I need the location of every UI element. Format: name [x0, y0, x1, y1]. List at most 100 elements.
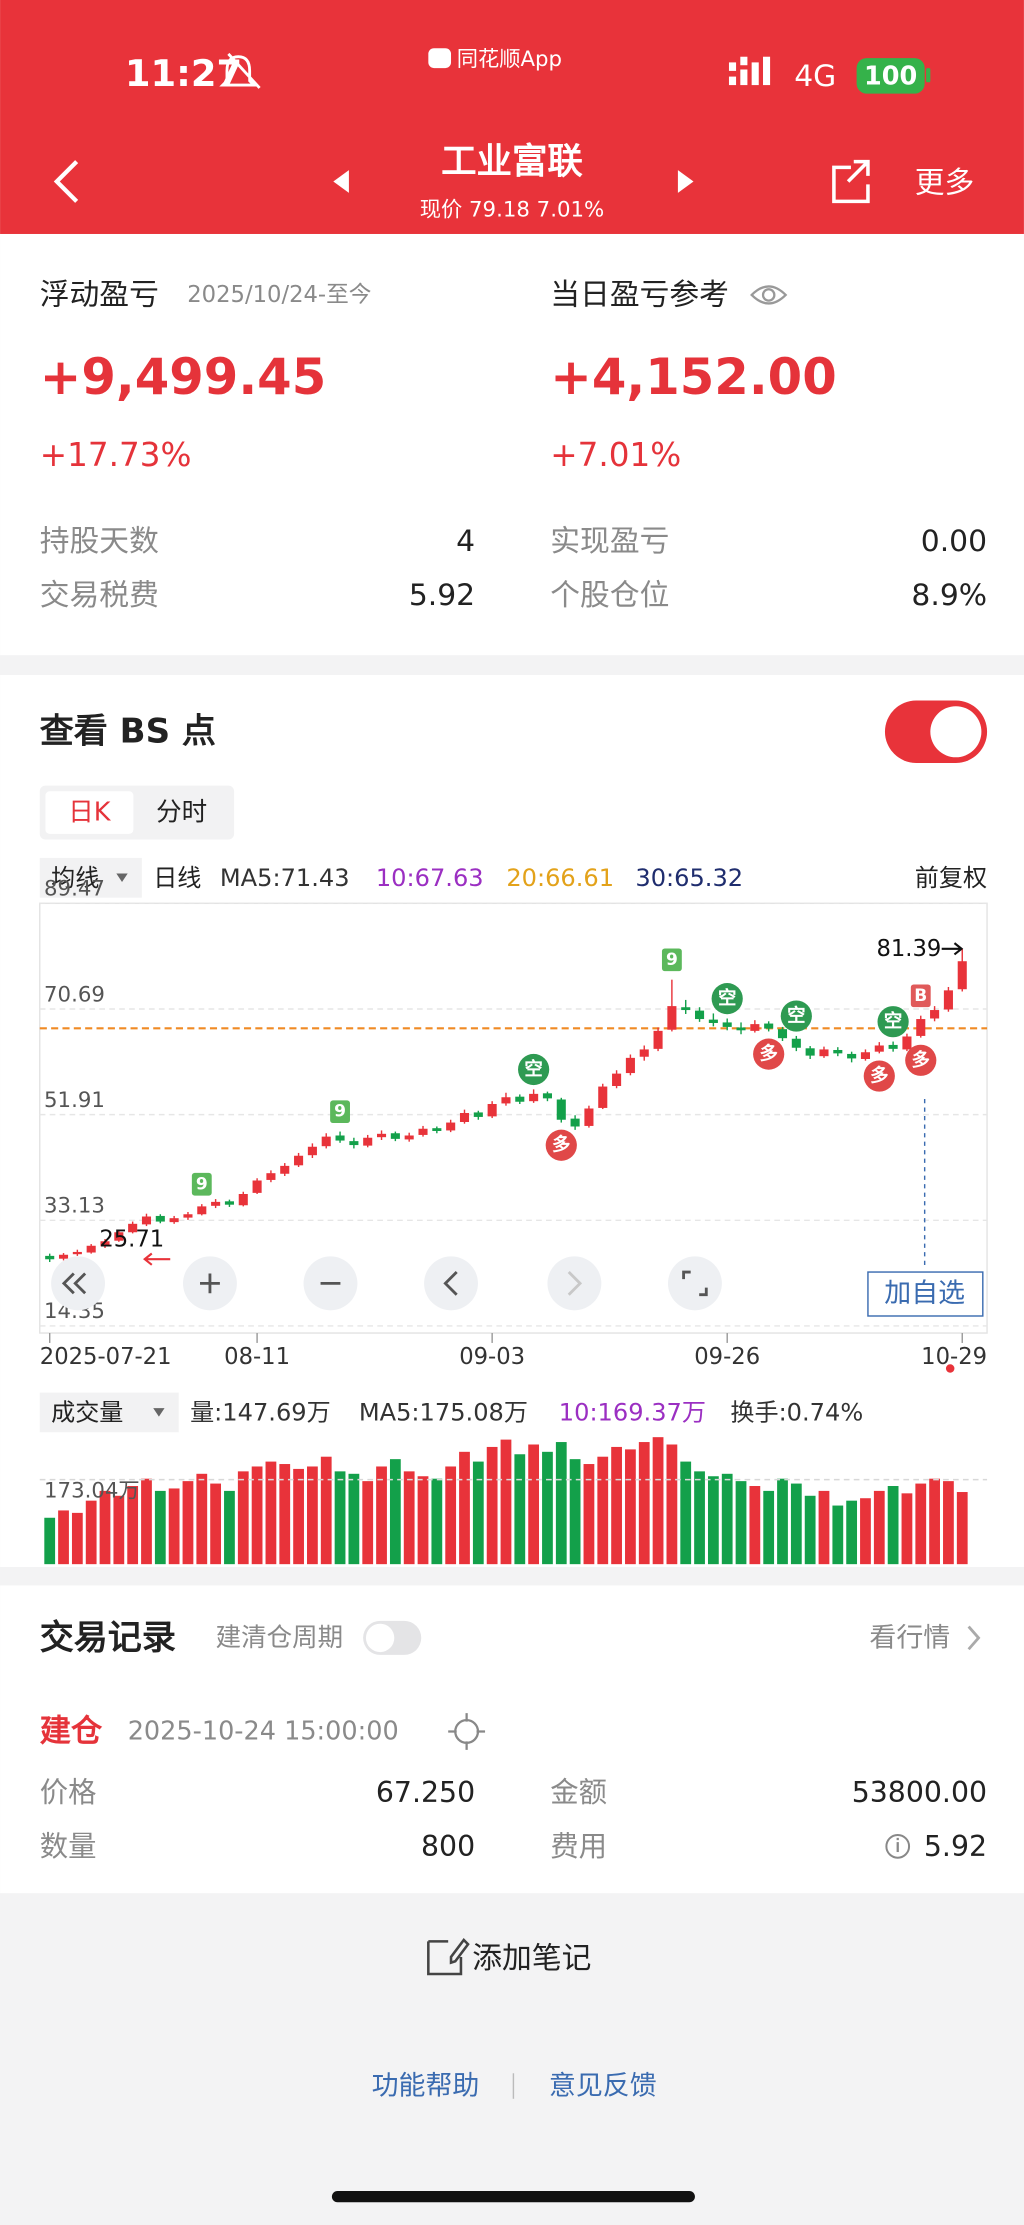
share-button[interactable] [832, 159, 870, 204]
battery [856, 58, 925, 94]
volume-bar [58, 1510, 69, 1565]
market-link[interactable]: 看行情 [869, 1622, 950, 1653]
volume-bar [362, 1481, 374, 1565]
volume-bar [486, 1446, 498, 1565]
stat-value: 5.92 [409, 578, 475, 613]
icon [443, 1271, 458, 1296]
volume-bar [44, 1517, 56, 1565]
volume-bar [638, 1442, 650, 1565]
candle-body [183, 1214, 193, 1218]
stat-label: 持股天数 [40, 524, 159, 559]
candle-body [45, 1255, 55, 1260]
prev-stock[interactable] [333, 170, 349, 193]
scroll-right[interactable] [547, 1256, 602, 1311]
candle-body [874, 1045, 884, 1052]
volume-bar [224, 1490, 235, 1565]
volume-bar [790, 1483, 802, 1565]
volume-bar [279, 1464, 291, 1565]
candle-body [141, 1216, 152, 1225]
fullscreen[interactable] [667, 1256, 722, 1311]
candle-body [529, 1093, 539, 1102]
x-tick-label: 2025-07-21 [40, 1344, 172, 1370]
summary-card [0, 233, 1024, 656]
volume-selector[interactable]: 成交量 [51, 1398, 123, 1426]
floating-since: 2025/10/24-至今 [187, 282, 371, 308]
bs-marker [330, 1100, 350, 1124]
info-icon[interactable] [885, 1834, 911, 1859]
add-watch-button[interactable] [867, 1271, 984, 1317]
bs-marker-text: 9 [196, 1174, 208, 1194]
floating-amount: +9,499.45 [40, 348, 326, 406]
bs-marker-text: 9 [666, 950, 678, 970]
volume-legend: 换手:0.74% [730, 1398, 863, 1426]
volume-legend: MA5:175.08万 [359, 1398, 528, 1426]
volume-bar [804, 1495, 816, 1565]
candle-body [805, 1048, 815, 1056]
volume-bar [141, 1478, 152, 1565]
bs-marker-text: 空 [787, 1005, 805, 1027]
volume-bar [320, 1456, 332, 1565]
volume-bar [721, 1473, 733, 1565]
tab[interactable]: 日K [68, 798, 112, 828]
toggle-knob [930, 706, 982, 758]
volume-bar [514, 1454, 526, 1565]
feedback-link[interactable]: 意见反馈 [549, 2071, 657, 2102]
candle-body [58, 1254, 69, 1259]
bs-marker [910, 984, 931, 1008]
candle-body [473, 1112, 483, 1117]
back-button[interactable] [53, 160, 79, 203]
ma-legend: 10:67.63 [376, 864, 484, 892]
scroll-left[interactable] [424, 1256, 478, 1311]
floating-pct: +17.73% [40, 436, 192, 474]
volume-legend: 10:169.37万 [559, 1398, 706, 1426]
cycle-label: 建清仓周期 [216, 1623, 344, 1653]
volume-bar [113, 1495, 125, 1565]
candle-body [819, 1049, 829, 1057]
more-button[interactable]: 更多 [915, 165, 975, 200]
candle-body [321, 1136, 331, 1147]
volume-bar [846, 1500, 858, 1565]
add-note[interactable]: 添加笔记 [472, 1941, 591, 1976]
bs-marker [711, 983, 743, 1015]
candle-body [777, 1029, 788, 1039]
bs-marker-text: 多 [552, 1134, 570, 1156]
bs-marker-text: B [914, 986, 927, 1006]
eye-icon[interactable] [750, 285, 788, 305]
locate-icon[interactable] [448, 1713, 486, 1750]
candle-body [363, 1137, 373, 1146]
volume-selector-bg [39, 1392, 179, 1433]
bs-marker-text: 多 [912, 1049, 930, 1071]
ma-selector[interactable]: 均线 [51, 864, 99, 892]
candle-body [252, 1180, 262, 1193]
candle-body [307, 1146, 317, 1156]
volume-bar [694, 1471, 705, 1565]
tab[interactable]: 分时 [156, 798, 207, 828]
candle-body [902, 1036, 912, 1050]
volume-bar [348, 1473, 360, 1565]
volume-bar [85, 1500, 97, 1565]
next-stock[interactable] [677, 170, 694, 193]
candle-body [888, 1044, 898, 1049]
volume-bar [459, 1451, 470, 1565]
candle-body [501, 1097, 511, 1104]
stat-value: 8.9% [911, 578, 987, 613]
candle-body [612, 1073, 622, 1086]
zoom-out-all[interactable] [51, 1256, 106, 1311]
icon [567, 1271, 583, 1296]
daily-amount: +4,152.00 [550, 348, 836, 406]
status-app: 同花顺App [457, 47, 562, 72]
period: 日线 [153, 864, 201, 892]
field-value: 5.92 [924, 1830, 987, 1863]
field-value: 53800.00 [852, 1776, 987, 1809]
adjust-mode[interactable]: 前复权 [915, 864, 987, 892]
candle-body [639, 1049, 649, 1057]
volume-bar [583, 1464, 595, 1565]
candle-body [584, 1108, 594, 1126]
y-tick-label: 33.13 [44, 1194, 105, 1219]
help-link[interactable]: 功能帮助 [372, 2071, 480, 2102]
add-watch[interactable]: 加自选 [884, 1278, 965, 1309]
chart-controls [51, 1256, 722, 1311]
x-tick-label: 09-03 [459, 1344, 525, 1370]
candle-body [169, 1218, 179, 1223]
